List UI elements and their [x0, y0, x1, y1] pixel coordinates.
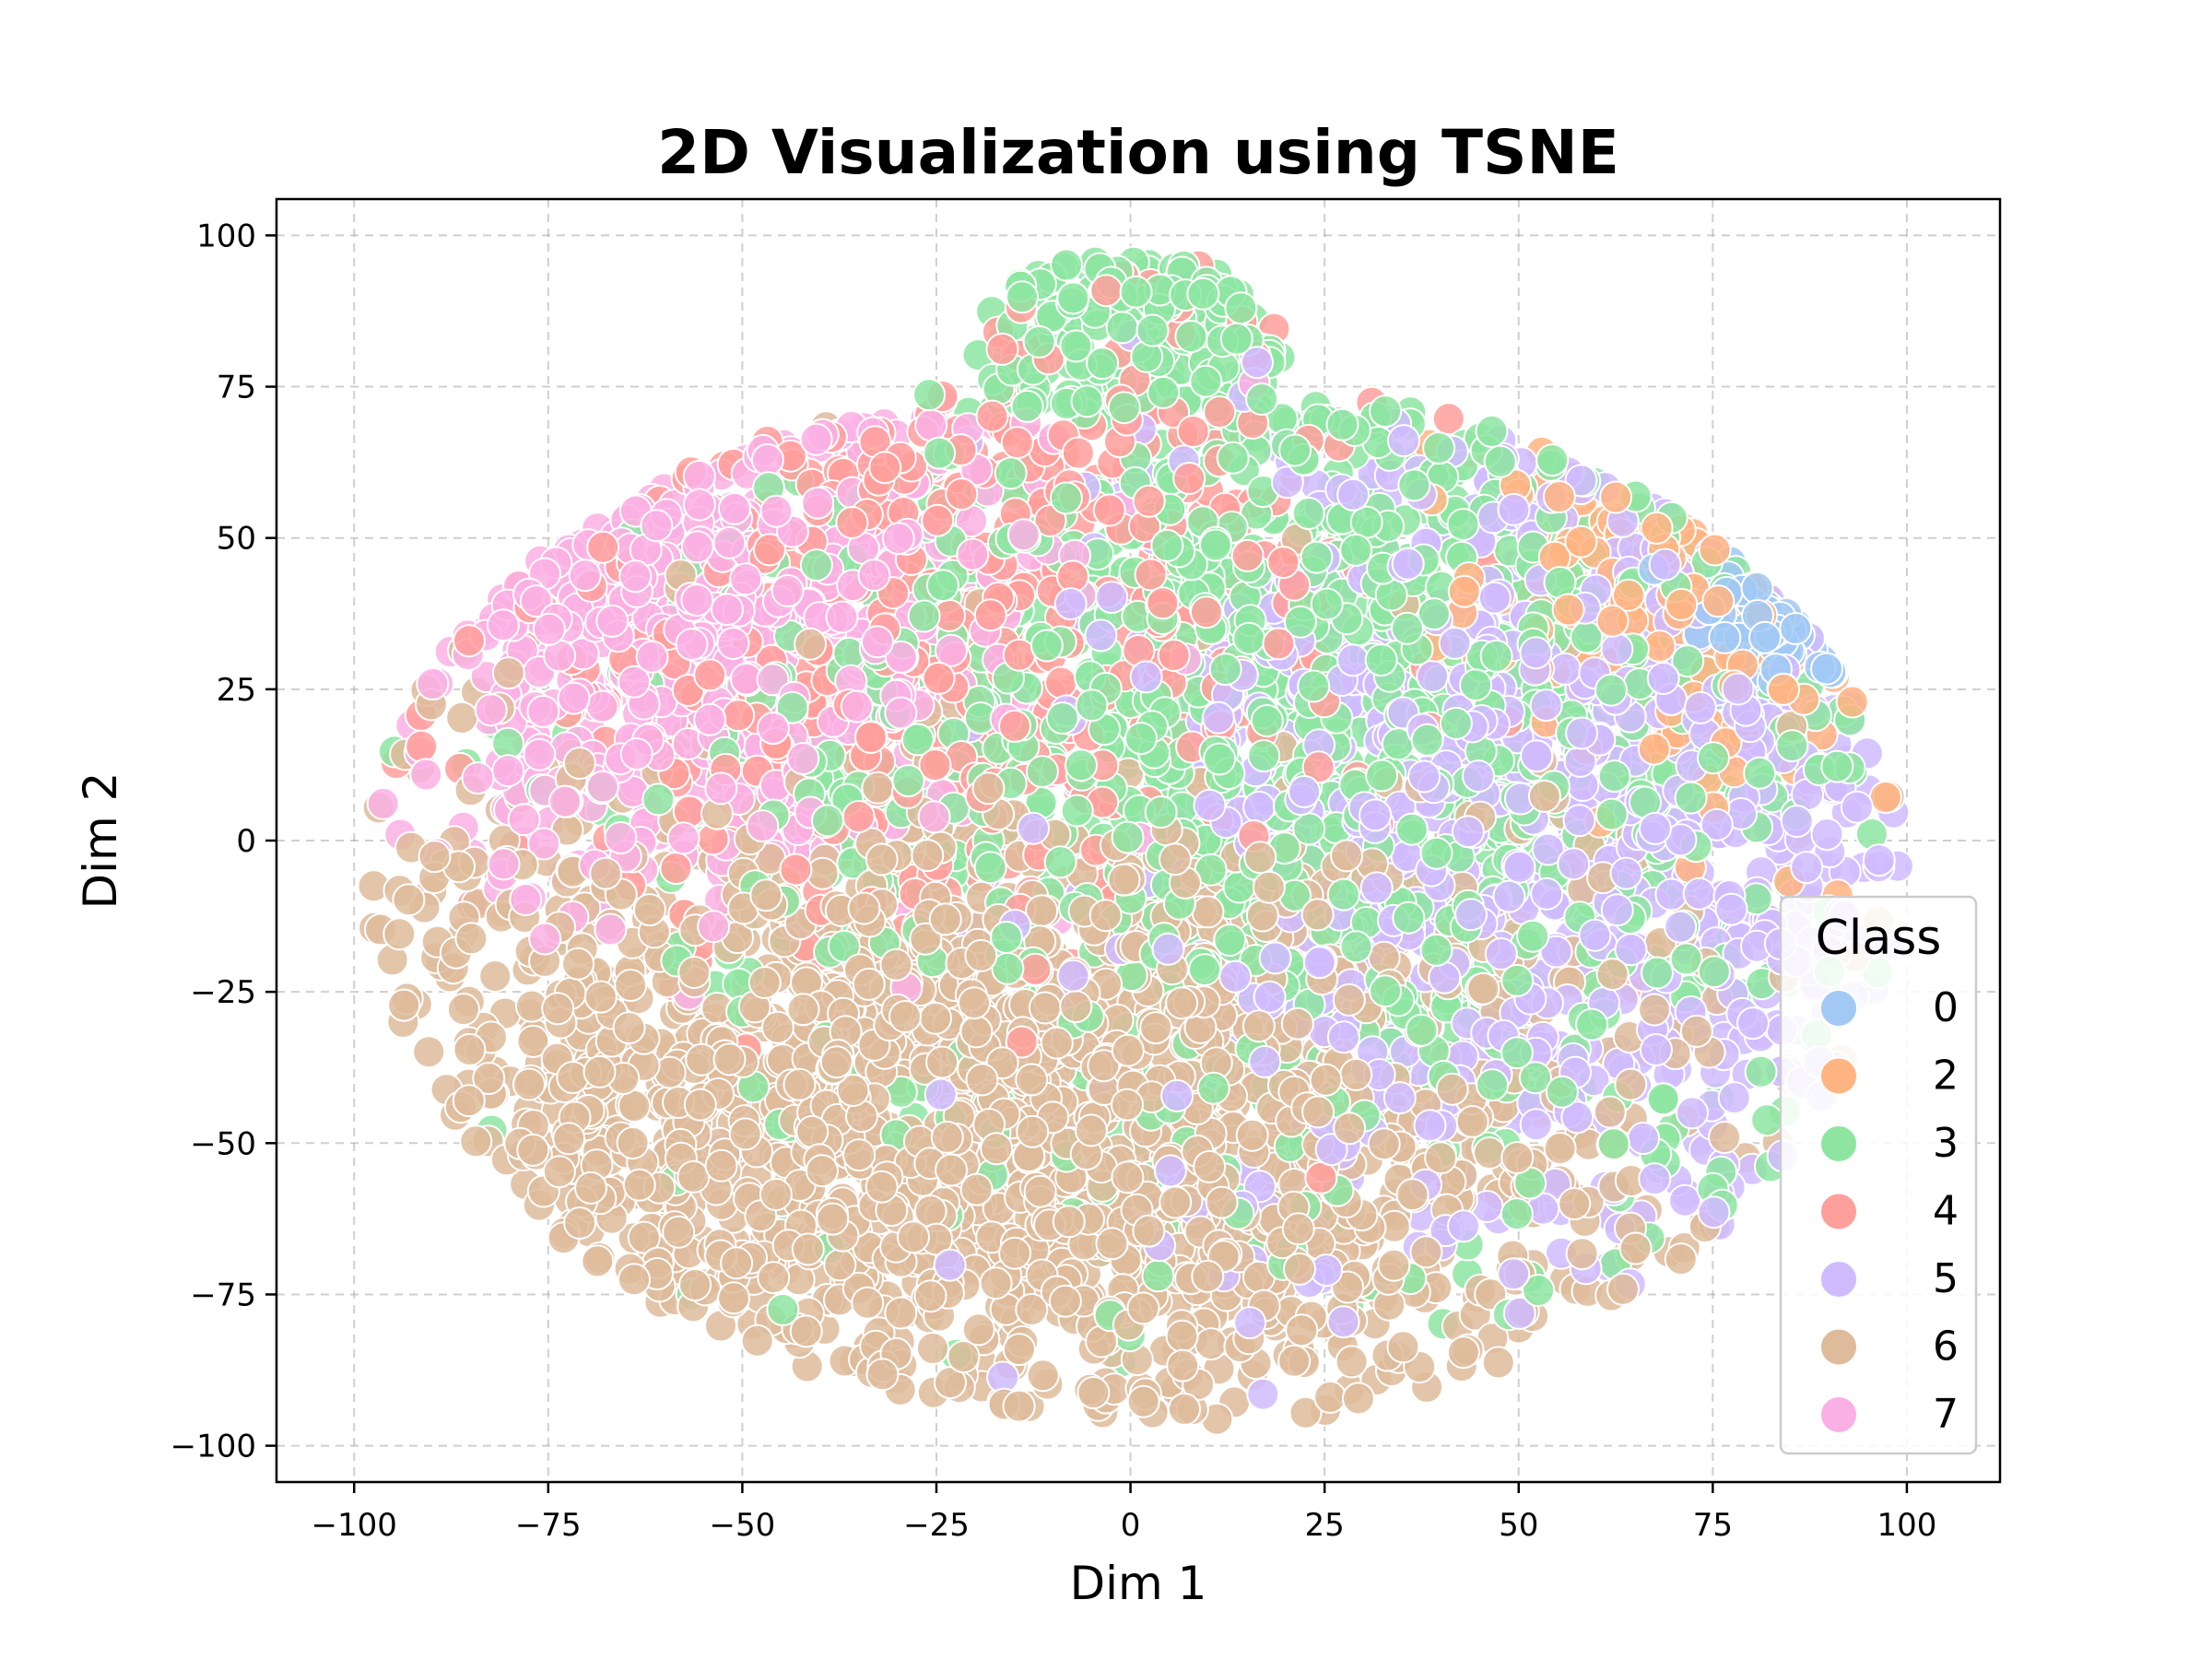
scatter-point-class-2: [1868, 781, 1902, 814]
scatter-point-class-3: [1646, 1082, 1680, 1116]
scatter-point-class-6: [459, 1124, 493, 1159]
scatter-point-class-6: [392, 883, 426, 917]
scatter-point-class-6: [947, 1340, 981, 1373]
scatter-point-class-7: [717, 491, 751, 525]
scatter-point-class-6: [627, 1220, 661, 1254]
scatter-point-class-5: [1676, 1096, 1709, 1130]
scatter-point-class-5: [1416, 659, 1450, 693]
scatter-point-class-6: [614, 969, 648, 1002]
scatter-point-class-6: [961, 1312, 995, 1347]
scatter-point-class-6: [512, 1067, 546, 1101]
chart-title: 2D Visualization using TSNE: [657, 117, 1619, 188]
scatter-point-class-7: [507, 803, 541, 837]
scatter-point-class-6: [516, 1024, 550, 1058]
scatter-point-class-6: [1558, 1187, 1592, 1220]
scatter-point-class-6: [1313, 1380, 1347, 1414]
scatter-point-class-6: [491, 656, 525, 690]
scatter-point-class-4: [1431, 402, 1465, 436]
scatter-point-class-6: [1664, 1242, 1698, 1277]
scatter-points: [357, 245, 1914, 1436]
scatter-point-class-7: [416, 667, 450, 700]
scatter-point-class-6: [934, 1366, 967, 1400]
scatter-point-class-7: [527, 827, 560, 861]
scatter-point-class-6: [1708, 1121, 1742, 1154]
scatter-point-class-6: [1679, 1014, 1713, 1048]
scatter-point-class-6: [1194, 1327, 1228, 1361]
scatter-point-class-6: [1288, 1395, 1323, 1430]
scatter-point-class-6: [919, 1001, 953, 1035]
scatter-point-class-6: [1077, 1376, 1111, 1409]
scatter-point-class-4: [975, 399, 1009, 433]
scatter-point-class-5: [1717, 1081, 1751, 1115]
scatter-point-class-6: [925, 1045, 959, 1079]
scatter-point-class-6: [851, 1286, 885, 1320]
scatter-point-class-7: [682, 459, 716, 493]
scatter-point-class-5: [1502, 1296, 1536, 1330]
scatter-point-class-6: [1473, 1136, 1506, 1170]
scatter-point-class-6: [740, 1324, 774, 1358]
scatter-point-class-7: [750, 442, 784, 477]
scatter-point-class-6: [581, 1244, 615, 1278]
scatter-point-class-6: [478, 959, 512, 994]
scatter-point-class-2: [1637, 732, 1671, 766]
scatter-point-class-6: [412, 1035, 446, 1069]
scatter-point-class-6: [445, 700, 479, 735]
